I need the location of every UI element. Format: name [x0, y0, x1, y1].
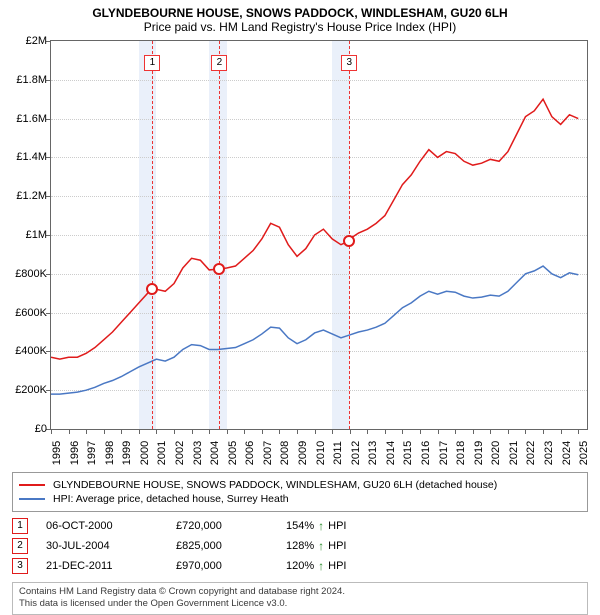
y-axis-label: £0	[35, 423, 47, 435]
sale-point	[213, 263, 225, 275]
y-axis-label: £1M	[26, 229, 47, 241]
x-axis-label: 2009	[297, 441, 309, 465]
x-axis-label: 1998	[104, 441, 116, 465]
x-axis-label: 2010	[315, 441, 327, 465]
x-axis-label: 2019	[473, 441, 485, 465]
marker-badge: 2	[211, 55, 227, 71]
marker-badge: 3	[341, 55, 357, 71]
x-axis-label: 2003	[192, 441, 204, 465]
x-axis-label: 2013	[367, 441, 379, 465]
x-axis-label: 1999	[121, 441, 133, 465]
legend-item: GLYNDEBOURNE HOUSE, SNOWS PADDOCK, WINDL…	[19, 479, 581, 491]
sales-table: 1 06-OCT-2000£720,000154%↑HPI 2 30-JUL-2004…	[12, 518, 588, 574]
sale-date: 30-JUL-2004	[46, 540, 176, 552]
attribution-footer: Contains HM Land Registry data © Crown c…	[12, 582, 588, 615]
x-axis-label: 2012	[350, 441, 362, 465]
arrow-up-icon: ↑	[318, 559, 324, 573]
sale-badge: 2	[12, 538, 28, 554]
y-axis-label: £800K	[15, 268, 47, 280]
series-hpi	[51, 266, 578, 394]
sale-row: 2 30-JUL-2004£825,000128%↑HPI	[12, 538, 588, 554]
x-axis-label: 2018	[455, 441, 467, 465]
chart-plot-area: £0£200K£400K£600K£800K£1M£1.2M£1.4M£1.6M…	[50, 40, 588, 430]
x-axis-label: 2006	[244, 441, 256, 465]
sale-delta: 154%↑HPI	[286, 519, 346, 533]
x-axis-label: 1997	[86, 441, 98, 465]
y-axis-label: £1.2M	[16, 190, 47, 202]
sale-price: £720,000	[176, 520, 286, 532]
chart-subtitle: Price paid vs. HM Land Registry's House …	[0, 20, 600, 40]
x-axis-label: 2004	[209, 441, 221, 465]
x-axis-label: 1996	[69, 441, 81, 465]
x-axis-label: 2023	[543, 441, 555, 465]
x-axis-label: 2002	[174, 441, 186, 465]
x-axis-label: 2008	[279, 441, 291, 465]
chart-title: GLYNDEBOURNE HOUSE, SNOWS PADDOCK, WINDL…	[0, 0, 600, 20]
sale-date: 21-DEC-2011	[46, 560, 176, 572]
sale-delta: 128%↑HPI	[286, 539, 346, 553]
sale-badge: 3	[12, 558, 28, 574]
arrow-up-icon: ↑	[318, 519, 324, 533]
x-axis-label: 2016	[420, 441, 432, 465]
legend-label: GLYNDEBOURNE HOUSE, SNOWS PADDOCK, WINDL…	[53, 479, 497, 491]
y-axis-label: £1.8M	[16, 74, 47, 86]
legend-item: HPI: Average price, detached house, Surr…	[19, 493, 581, 505]
x-axis-label: 2007	[262, 441, 274, 465]
marker-badge: 1	[144, 55, 160, 71]
legend-label: HPI: Average price, detached house, Surr…	[53, 493, 289, 505]
x-axis-label: 2017	[438, 441, 450, 465]
x-axis-label: 2011	[332, 441, 344, 465]
series-property	[51, 99, 578, 359]
sale-badge: 1	[12, 518, 28, 534]
sale-price: £825,000	[176, 540, 286, 552]
x-axis-label: 2025	[578, 441, 590, 465]
x-axis-label: 2001	[156, 441, 168, 465]
footer-line: Contains HM Land Registry data © Crown c…	[19, 586, 581, 598]
x-axis-label: 2015	[402, 441, 414, 465]
x-axis-label: 2020	[490, 441, 502, 465]
x-axis-label: 2022	[525, 441, 537, 465]
sale-point	[343, 235, 355, 247]
sale-delta: 120%↑HPI	[286, 559, 346, 573]
x-axis-label: 2021	[508, 441, 520, 465]
y-axis-label: £1.4M	[16, 151, 47, 163]
y-axis-label: £200K	[15, 384, 47, 396]
sale-point	[146, 283, 158, 295]
x-axis-label: 2014	[385, 441, 397, 465]
x-axis-label: 2024	[561, 441, 573, 465]
marker-line	[152, 41, 153, 429]
legend: GLYNDEBOURNE HOUSE, SNOWS PADDOCK, WINDL…	[12, 472, 588, 512]
x-axis-label: 2005	[227, 441, 239, 465]
x-axis-label: 2000	[139, 441, 151, 465]
sale-date: 06-OCT-2000	[46, 520, 176, 532]
footer-line: This data is licensed under the Open Gov…	[19, 598, 581, 610]
y-axis-label: £1.6M	[16, 113, 47, 125]
y-axis-label: £600K	[15, 307, 47, 319]
marker-line	[219, 41, 220, 429]
sale-row: 1 06-OCT-2000£720,000154%↑HPI	[12, 518, 588, 534]
y-axis-label: £2M	[26, 35, 47, 47]
sale-price: £970,000	[176, 560, 286, 572]
x-axis-label: 1995	[51, 441, 63, 465]
y-axis-label: £400K	[15, 345, 47, 357]
sale-row: 3 21-DEC-2011£970,000120%↑HPI	[12, 558, 588, 574]
arrow-up-icon: ↑	[318, 539, 324, 553]
